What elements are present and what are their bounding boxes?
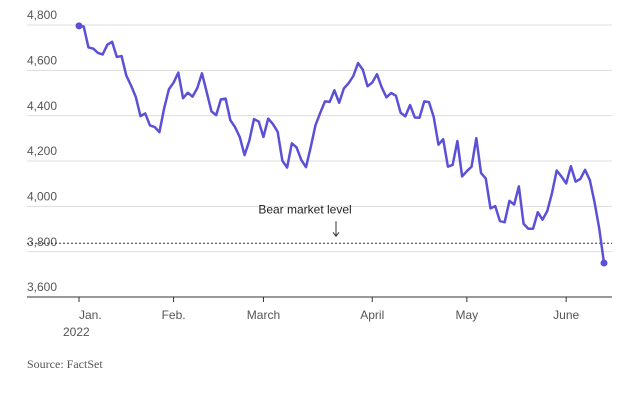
end-point bbox=[600, 259, 608, 267]
annotation-label: Bear market level bbox=[258, 202, 351, 216]
source-note: Source: FactSet bbox=[27, 357, 103, 371]
y-tick-label: 3,600 bbox=[27, 280, 57, 294]
series-line bbox=[78, 24, 606, 264]
y-tick-label: 4,600 bbox=[27, 54, 57, 68]
y-tick-label: 4,000 bbox=[27, 190, 57, 204]
y-tick-label: 3,800 bbox=[27, 235, 57, 249]
x-tick-label: Feb. bbox=[162, 308, 186, 322]
annotation-arrow bbox=[332, 221, 340, 238]
x-tick-label: Jan. bbox=[79, 308, 102, 322]
x-tick-label: June bbox=[553, 308, 579, 322]
y-tick-label: 4,200 bbox=[27, 144, 57, 158]
x-year-label: 2022 bbox=[63, 325, 90, 339]
x-tick-label: May bbox=[456, 308, 479, 322]
x-tick-label: March bbox=[247, 308, 280, 322]
y-tick-label: 4,800 bbox=[27, 8, 57, 22]
y-tick-label: 4,400 bbox=[27, 99, 57, 113]
x-tick-label: April bbox=[360, 308, 384, 322]
end-point bbox=[75, 22, 83, 30]
